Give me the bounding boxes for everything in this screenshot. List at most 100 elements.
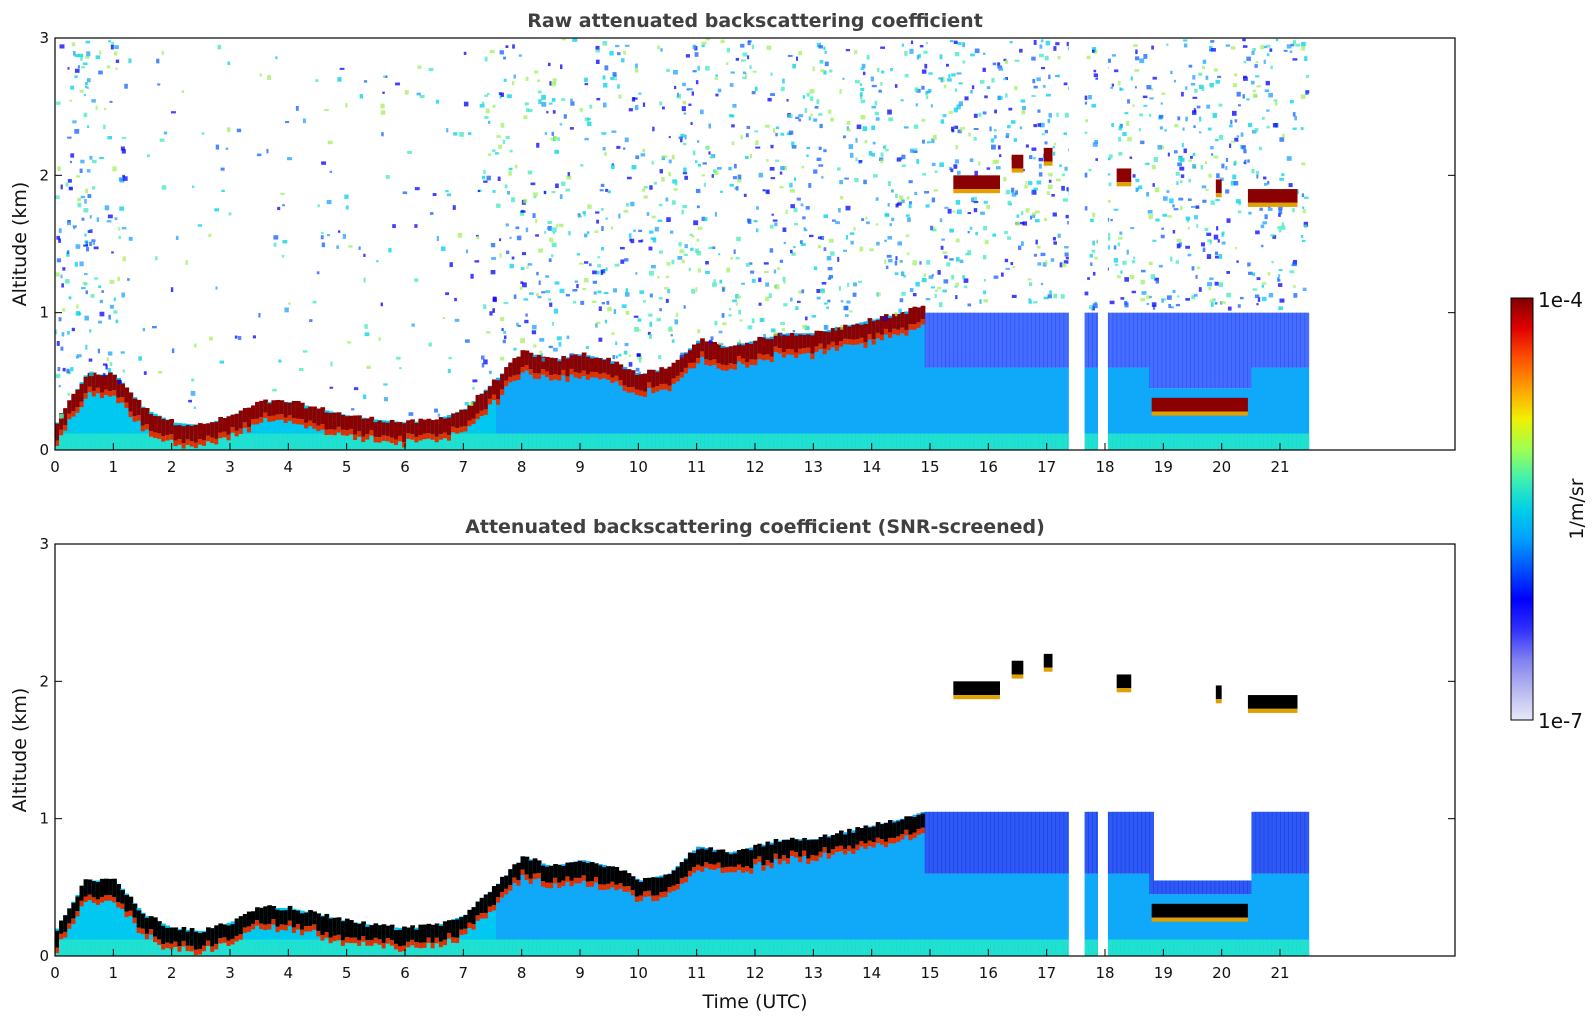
near-ground-cell xyxy=(218,939,224,956)
boundary-layer-top-cell xyxy=(312,406,317,424)
noise-speckle xyxy=(965,252,969,256)
near-ground-cell xyxy=(140,433,146,450)
boundary-layer-edge-cell xyxy=(169,943,175,950)
near-ground-cell xyxy=(1018,939,1024,956)
boundary-layer-top-cell xyxy=(732,853,738,867)
noise-speckle xyxy=(1064,246,1069,249)
noise-speckle xyxy=(884,213,890,217)
boundary-layer-edge-cell xyxy=(749,359,754,365)
boundary-layer-edge-cell xyxy=(128,910,134,917)
noise-speckle xyxy=(1265,80,1270,86)
noise-speckle xyxy=(1065,214,1071,219)
noise-speckle xyxy=(67,179,72,183)
noise-speckle xyxy=(1277,277,1280,280)
near-ground-cell xyxy=(875,939,881,956)
boundary-layer-top-cell xyxy=(753,340,758,360)
aerosol-cell xyxy=(565,863,571,956)
noise-speckle xyxy=(796,300,801,303)
noise-speckle xyxy=(1117,80,1121,86)
noise-speckle xyxy=(732,103,737,108)
noise-speckle xyxy=(798,114,804,118)
boundary-layer-top-cell xyxy=(528,352,534,370)
aerosol-cell xyxy=(700,846,705,956)
noise-speckle xyxy=(1213,68,1218,72)
noise-speckle xyxy=(1028,155,1033,160)
noise-speckle xyxy=(181,90,185,93)
boundary-layer-top-cell xyxy=(839,830,844,846)
noise-dense-cell xyxy=(1133,312,1138,368)
noise-speckle xyxy=(64,279,70,284)
boundary-layer-edge-cell xyxy=(483,409,489,415)
near-ground-cell xyxy=(1296,939,1302,956)
noise-speckle xyxy=(828,238,834,243)
noise-speckle xyxy=(898,308,902,313)
noise-speckle xyxy=(1210,145,1214,150)
near-ground-cell xyxy=(336,939,342,956)
aerosol-cell xyxy=(1039,873,1044,956)
boundary-layer-top-cell xyxy=(630,370,636,387)
boundary-layer-edge-cell xyxy=(585,374,591,380)
noise-speckle xyxy=(463,101,469,107)
boundary-layer-edge-cell xyxy=(210,946,215,952)
aerosol-cell xyxy=(1149,894,1155,956)
boundary-layer-top-cell xyxy=(557,361,562,376)
noise-speckle xyxy=(637,318,642,322)
aerosol-cell xyxy=(1006,873,1012,956)
noise-speckle xyxy=(658,297,663,300)
noise-speckle xyxy=(72,51,76,56)
screened-signal-cell xyxy=(1043,811,1048,874)
aerosol-cell xyxy=(598,358,603,450)
noise-speckle xyxy=(705,38,711,41)
noise-speckle xyxy=(775,159,780,162)
noise-speckle xyxy=(446,128,449,133)
aerosol-cell xyxy=(532,354,538,450)
boundary-layer-top-cell xyxy=(434,419,440,437)
boundary-layer-top-cell xyxy=(900,819,905,834)
aerosol-cell xyxy=(716,344,722,450)
noise-speckle xyxy=(787,54,793,57)
noise-speckle xyxy=(83,208,89,213)
near-ground-cell xyxy=(157,939,162,956)
near-ground-cell xyxy=(859,433,865,450)
near-ground-cell xyxy=(304,939,309,956)
boundary-layer-top-cell xyxy=(663,368,669,384)
noise-speckle xyxy=(536,271,539,276)
noise-speckle xyxy=(362,394,367,400)
boundary-layer-top-cell xyxy=(794,335,799,353)
boundary-layer-edge-cell xyxy=(855,844,861,851)
noise-speckle xyxy=(1247,262,1251,267)
near-ground-cell xyxy=(389,939,395,956)
boundary-layer-top-cell xyxy=(234,918,240,936)
near-ground-cell xyxy=(295,433,301,450)
near-ground-cell xyxy=(553,433,558,450)
noise-dense-cell xyxy=(977,312,983,368)
noise-speckle xyxy=(525,76,529,81)
screened-signal-cell xyxy=(1198,880,1204,895)
noise-speckle xyxy=(801,289,805,294)
noise-speckle xyxy=(280,192,285,195)
boundary-layer-edge-cell xyxy=(561,880,567,887)
boundary-layer-edge-cell xyxy=(255,920,260,926)
noise-speckle xyxy=(1066,41,1071,47)
noise-speckle xyxy=(668,326,673,331)
noise-speckle xyxy=(840,195,844,200)
aerosol-cell xyxy=(683,858,689,956)
noise-speckle xyxy=(1173,208,1179,211)
noise-speckle xyxy=(1243,76,1248,81)
boundary-layer-top-cell xyxy=(757,336,763,354)
screened-signal-cell xyxy=(1304,811,1310,874)
aerosol-cell xyxy=(308,912,313,956)
noise-speckle xyxy=(678,242,682,247)
near-ground-cell xyxy=(834,433,840,450)
boundary-layer-top-cell xyxy=(193,931,199,950)
aerosol-cell xyxy=(606,360,611,450)
boundary-layer-edge-cell xyxy=(491,904,497,911)
noise-speckle xyxy=(287,157,292,161)
noise-speckle xyxy=(786,99,789,102)
near-ground-cell xyxy=(847,433,852,450)
aerosol-cell xyxy=(875,318,881,450)
cloud-layer-edge xyxy=(1043,161,1053,166)
boundary-layer-edge-cell xyxy=(304,926,309,932)
noise-speckle xyxy=(1014,59,1020,62)
near-ground-cell xyxy=(414,939,420,956)
